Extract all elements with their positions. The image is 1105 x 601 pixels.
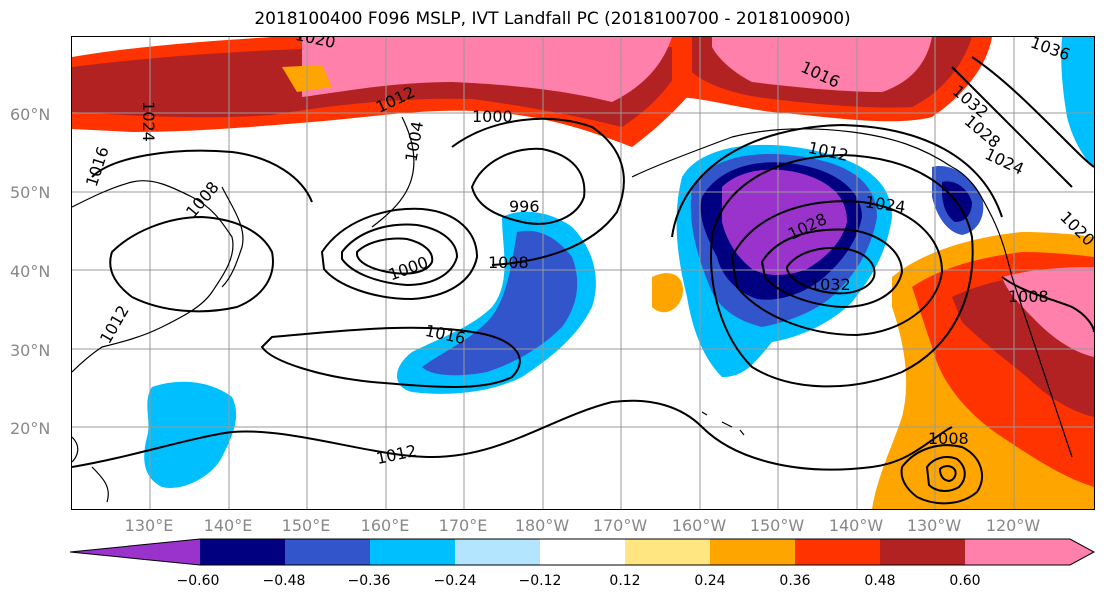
colorbar-tick-m012: −0.12 <box>518 573 562 589</box>
colorbar-swatch-6 <box>625 539 710 565</box>
colorbar-tick-060: 0.60 <box>949 573 981 589</box>
lon-label-140w: 140°W <box>828 516 884 535</box>
colorbar-swatch-1 <box>200 539 285 565</box>
lon-label-180w: 180°W <box>514 516 570 535</box>
graticule <box>72 37 1094 509</box>
colorbar-tick-m036: −0.36 <box>347 573 391 589</box>
contour-label-996: 996 <box>509 197 540 216</box>
contour-label-1008-d: 1008 <box>928 429 969 448</box>
colorbar <box>70 538 1095 566</box>
lat-label-50n: 50°N <box>10 183 51 202</box>
lon-label-130w: 130°W <box>906 516 962 535</box>
colorbar-swatch-3 <box>370 539 455 565</box>
colorbar-tick-012: 0.12 <box>609 573 641 589</box>
colorbar-tick-m024: −0.24 <box>433 573 477 589</box>
lon-label-150e: 150°E <box>281 516 331 535</box>
contour-label-1008-b: 1008 <box>488 253 529 272</box>
lat-label-60n: 60°N <box>10 105 51 124</box>
lon-label-170w: 170°W <box>592 516 648 535</box>
colorbar-swatch-4 <box>455 539 540 565</box>
colorbar-outline <box>70 538 1095 566</box>
colorbar-swatch-9 <box>880 539 965 565</box>
lat-label-40n: 40°N <box>10 262 51 281</box>
map-panel: 1020 1024 1016 1008 1012 1004 1000 996 1… <box>71 36 1095 510</box>
contour-label-1024-a: 1024 <box>138 101 158 142</box>
colorbar-tick-024: 0.24 <box>694 573 726 589</box>
colorbar-swatch-8 <box>795 539 880 565</box>
map-title: 2018100400 F096 MSLP, IVT Landfall PC (2… <box>254 9 851 29</box>
mslp-contours <box>72 56 1094 505</box>
colorbar-tick-048: 0.48 <box>864 573 896 589</box>
colorbar-swatch-2 <box>285 539 370 565</box>
lon-label-150w: 150°W <box>749 516 805 535</box>
lon-label-120w: 120°W <box>985 516 1041 535</box>
colorbar-swatch-extend-low <box>70 539 200 565</box>
lon-label-170e: 170°E <box>438 516 488 535</box>
colorbar-swatch-5 <box>540 539 625 565</box>
lat-label-20n: 20°N <box>10 419 51 438</box>
lon-label-130e: 130°E <box>124 516 174 535</box>
contour-label-1008-c: 1008 <box>1008 287 1049 306</box>
filled-negative-centralpacific <box>676 144 892 377</box>
colorbar-tick-036: 0.36 <box>779 573 811 589</box>
colorbar-swatch-7 <box>710 539 795 565</box>
colorbar-tick-m048: −0.48 <box>262 573 306 589</box>
filled-positive-north <box>72 37 992 147</box>
filled-positive-eastpacific <box>652 232 1094 509</box>
lon-label-160e: 160°E <box>360 516 410 535</box>
contour-label-1032-b: 1032 <box>810 275 851 294</box>
lon-label-160w: 160°W <box>671 516 727 535</box>
lat-label-30n: 30°N <box>10 341 51 360</box>
colorbar-swatch-extend-high <box>965 539 1094 565</box>
contour-label-1000-a: 1000 <box>472 107 513 126</box>
lon-label-140e: 140°E <box>203 516 253 535</box>
coastlines <box>72 116 1073 503</box>
map-canvas <box>72 37 1094 509</box>
colorbar-tick-m060: −0.60 <box>176 573 220 589</box>
colorbar-swatches <box>70 539 1094 565</box>
